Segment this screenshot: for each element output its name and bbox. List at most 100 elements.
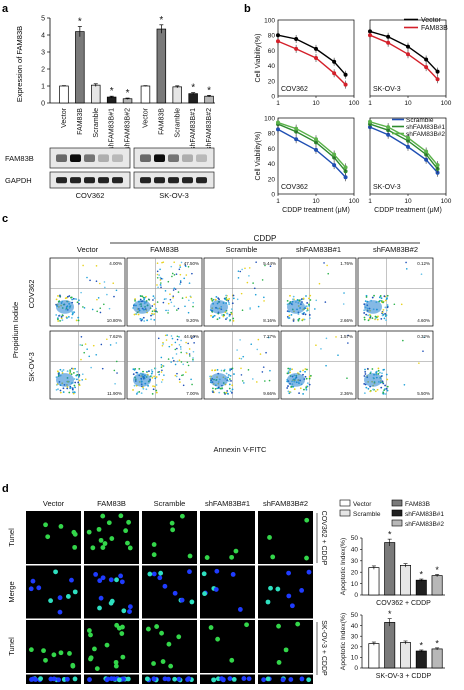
d-cell-nucleus (41, 648, 46, 654)
c-event-dot (288, 392, 291, 395)
c-event-dot (228, 297, 231, 300)
c-event-dot (286, 299, 289, 302)
c-event-dot (187, 265, 190, 268)
c-event-dot (99, 282, 101, 285)
d-cell-nucleus (306, 677, 312, 683)
c-event-dot (364, 370, 367, 373)
b-data-point (368, 119, 372, 124)
c-event-dot (227, 374, 230, 377)
d-cell-nucleus (114, 577, 119, 583)
d-cell-nucleus (43, 657, 48, 663)
d-ylabel: Apoptotic Index(%) (340, 538, 347, 595)
c-event-dot (138, 390, 141, 393)
a-sig-star: * (126, 88, 130, 99)
c-event-dot (219, 387, 222, 390)
d-row-label: Tunel (7, 637, 16, 656)
c-event-dot (371, 317, 374, 320)
c-event-dot (367, 387, 370, 390)
c-event-dot (71, 298, 74, 301)
c-event-dot (83, 307, 86, 309)
a-y-tick-label: 0 (41, 101, 45, 108)
c-event-dot (374, 315, 377, 318)
d-cell-nucleus (276, 660, 282, 665)
c-event-dot (422, 350, 424, 352)
d-cell-nucleus (151, 552, 157, 558)
b-data-point (314, 137, 318, 142)
c-event-dot (232, 294, 235, 297)
c-event-dot (227, 392, 230, 395)
c-event-dot (375, 372, 378, 374)
c-event-dot (70, 373, 73, 376)
c-event-dot (77, 316, 80, 319)
c-event-dot (230, 313, 233, 315)
c-event-dot (342, 303, 345, 305)
d-cell-nucleus (289, 603, 295, 609)
c-event-dot (232, 319, 235, 322)
d-y-tick-label: 20 (351, 644, 359, 651)
c-ur-percent: 0.12% (417, 261, 430, 266)
c-event-dot (176, 335, 179, 338)
c-event-dot (210, 297, 213, 300)
b-x-tick-label: 1 (368, 198, 372, 205)
d-micro-tile (200, 620, 255, 673)
c-event-dot (166, 334, 168, 336)
d-row-label: Merge (7, 581, 16, 602)
d-cell-nucleus (72, 676, 78, 682)
b-y-tick-label: 0 (271, 94, 275, 101)
d-cell-nucleus (215, 636, 221, 642)
d-legend-label: FAM83B (405, 501, 430, 508)
c-event-dot (380, 297, 383, 300)
d-sig-star: * (388, 530, 392, 540)
d-bar (400, 642, 411, 669)
d-micro-tile (200, 674, 255, 684)
b-x-tick-label: 1 (368, 100, 372, 107)
d-cell-nucleus (166, 641, 172, 647)
b-data-point (435, 77, 440, 82)
c-event-dot (384, 306, 387, 309)
c-event-dot (298, 392, 300, 395)
b-y-tick-label: 80 (268, 131, 276, 138)
c-event-dot (154, 377, 157, 380)
d-cell-nucleus (72, 531, 78, 537)
c-event-dot (400, 303, 403, 306)
c-event-dot (382, 301, 384, 304)
c-event-dot (211, 369, 214, 372)
d-cell-nucleus (121, 608, 127, 614)
b-data-point (406, 144, 410, 149)
a-y-tick-label: 5 (41, 16, 45, 23)
d-cell-nucleus (144, 676, 150, 682)
c-event-dot (182, 363, 185, 366)
panel-c-flow-cytometry: CDDP Vector FAM83B Scramble shFAM83B#1 shFAM8… (11, 234, 434, 454)
blot-band (56, 154, 67, 162)
c-event-dot (226, 390, 229, 392)
c-event-dot (228, 303, 231, 306)
d-bar (431, 575, 443, 596)
c-event-dot (325, 364, 327, 367)
d-cell-nucleus (145, 626, 151, 632)
c-event-dot (178, 344, 181, 346)
c-event-dot (159, 276, 162, 279)
a-y-tick-label: 4 (41, 33, 45, 40)
d-bar (368, 643, 380, 669)
c-event-dot (240, 357, 243, 360)
d-cell-nucleus (201, 571, 207, 577)
d-cell-nucleus (230, 572, 236, 577)
d-cell-nucleus (237, 607, 243, 612)
b-x-tick-label: 100 (441, 100, 452, 107)
a-bar (204, 95, 214, 104)
c-event-dot (187, 364, 190, 367)
c-event-dot (178, 336, 180, 338)
c-event-dot (59, 368, 62, 371)
c-plot-frame (280, 257, 357, 327)
c-event-dot (368, 317, 371, 320)
c-event-dot (306, 382, 309, 385)
b-y-tick-label: 80 (268, 33, 276, 40)
c-event-dot (240, 374, 243, 376)
c-event-dot (365, 313, 368, 316)
c-event-dot (225, 372, 228, 375)
c-event-dot (377, 369, 380, 372)
c-event-dot (217, 297, 220, 300)
c-event-dot (236, 298, 239, 301)
c-event-dot (221, 387, 224, 390)
